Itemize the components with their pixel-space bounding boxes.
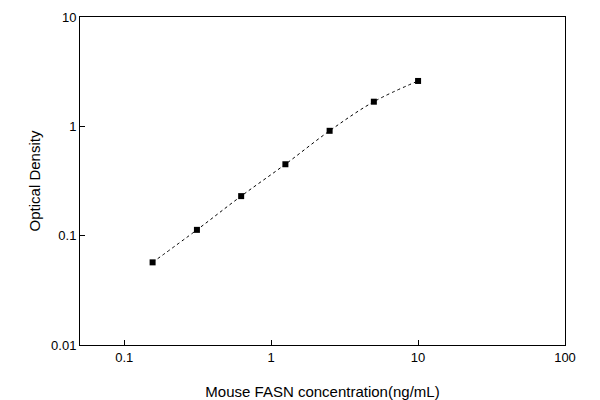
svg-text:1: 1 xyxy=(69,119,76,134)
svg-text:Optical Density: Optical Density xyxy=(26,130,43,231)
svg-text:10: 10 xyxy=(62,10,76,25)
svg-text:Mouse FASN concentration(ng/mL: Mouse FASN concentration(ng/mL) xyxy=(205,383,439,400)
svg-text:0.01: 0.01 xyxy=(51,338,76,353)
svg-text:0.1: 0.1 xyxy=(115,350,133,365)
svg-text:10: 10 xyxy=(411,350,425,365)
svg-text:1: 1 xyxy=(268,350,275,365)
svg-text:100: 100 xyxy=(554,350,576,365)
svg-text:0.1: 0.1 xyxy=(58,228,76,243)
